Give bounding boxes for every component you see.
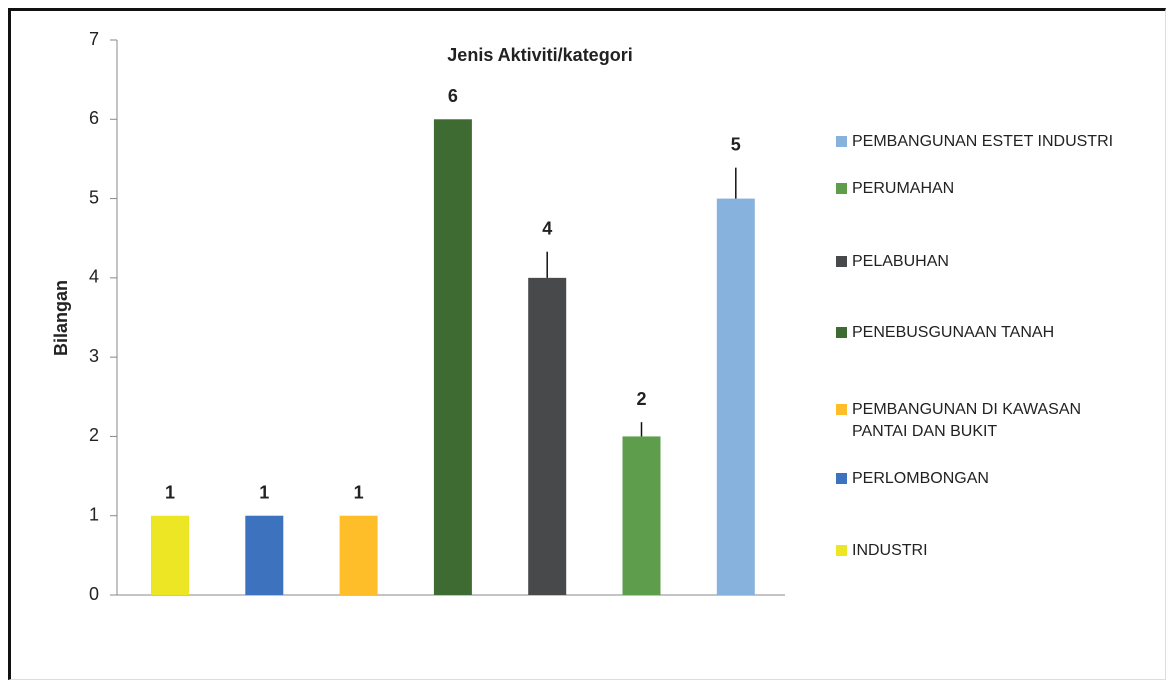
legend-item: PELABUHAN — [836, 251, 1136, 273]
chart-title: Jenis Aktiviti/kategori — [447, 45, 632, 65]
y-tick-label: 5 — [89, 187, 99, 207]
chart-frame — [8, 8, 1166, 680]
data-label: 5 — [731, 134, 741, 154]
y-tick-label: 0 — [89, 584, 99, 604]
legend-label: PERUMAHAN — [852, 180, 955, 197]
legend-swatch — [836, 183, 847, 194]
legend-item: PENEBUSGUNAAN TANAH — [836, 322, 1136, 344]
y-axis-title: Bilangan — [51, 280, 71, 356]
legend-item: PEMBANGUNAN ESTET INDUSTRI — [836, 131, 1136, 153]
legend-swatch — [836, 136, 847, 147]
data-label: 1 — [165, 482, 175, 502]
legend-swatch — [836, 473, 847, 484]
data-label: 1 — [259, 482, 269, 502]
legend-label: INDUSTRI — [852, 542, 928, 559]
legend-label: PENEBUSGUNAAN TANAH — [852, 324, 1055, 341]
y-tick-label: 4 — [89, 267, 99, 287]
y-tick-label: 7 — [89, 29, 99, 49]
y-tick-label: 3 — [89, 346, 99, 366]
legend-item: PERUMAHAN — [836, 178, 1136, 200]
data-label: 1 — [354, 482, 364, 502]
legend-label: PEMBANGUNAN ESTET INDUSTRI — [852, 133, 1114, 150]
data-label: 2 — [636, 389, 646, 409]
bar — [622, 436, 661, 595]
bar — [151, 515, 189, 595]
legend-swatch — [836, 545, 847, 556]
legend-swatch — [836, 404, 847, 415]
bar — [433, 119, 472, 596]
bar — [245, 515, 284, 595]
legend-swatch — [836, 256, 847, 267]
legend-label: PERLOMBONGAN — [852, 470, 989, 487]
bar — [528, 277, 567, 595]
bar — [716, 198, 755, 596]
legend-label: PEMBANGUNAN DI KAWASAN PANTAI DAN BUKIT — [852, 401, 1082, 440]
legend-item: PERLOMBONGAN — [836, 468, 1136, 490]
data-label: 6 — [448, 86, 458, 106]
y-tick-label: 1 — [89, 504, 99, 524]
legend-swatch — [836, 327, 847, 338]
y-tick-label: 2 — [89, 425, 99, 445]
legend-item: PEMBANGUNAN DI KAWASAN PANTAI DAN BUKIT — [836, 399, 1136, 443]
bar — [339, 515, 378, 595]
data-label: 4 — [542, 218, 552, 238]
legend-item: INDUSTRI — [836, 540, 1136, 562]
y-tick-label: 6 — [89, 108, 99, 128]
legend-label: PELABUHAN — [852, 253, 949, 270]
